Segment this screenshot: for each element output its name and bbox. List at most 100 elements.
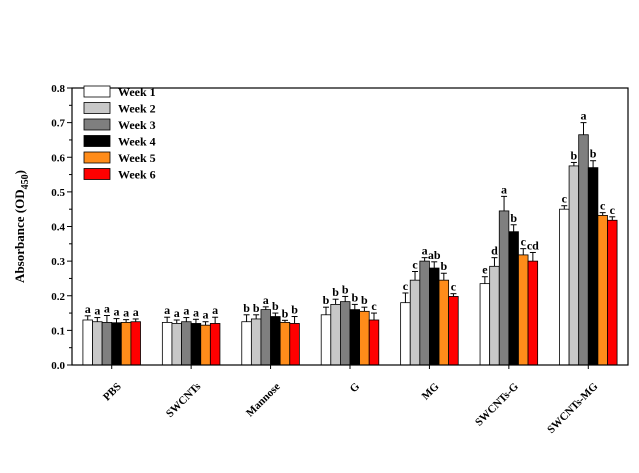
legend-swatch xyxy=(83,85,111,98)
legend-swatch xyxy=(83,102,111,114)
bar-week-3-mg xyxy=(419,260,430,366)
significance-letter: b xyxy=(323,293,330,307)
significance-letter: a xyxy=(164,303,170,317)
significance-letter: b xyxy=(351,290,358,304)
bar-week-1-mg xyxy=(400,302,411,366)
bar-week-6-g xyxy=(368,319,380,366)
y-tick-label: 0.5 xyxy=(51,187,65,199)
significance-letter: a xyxy=(580,109,586,123)
bar-week-3-mannose xyxy=(260,309,271,366)
bar-week-6-swcnts xyxy=(209,323,221,366)
bar-week-5-swcnts-g xyxy=(518,254,529,366)
significance-letter: ab xyxy=(428,248,441,262)
x-tick-label: MG xyxy=(420,380,442,402)
significance-letter: a xyxy=(183,304,189,318)
significance-letter: b xyxy=(272,299,279,313)
significance-letter: b xyxy=(510,211,517,225)
bar-week-2-swcnts xyxy=(171,323,182,366)
y-tick-label: 0.1 xyxy=(51,325,65,337)
significance-letter: c xyxy=(610,203,616,217)
legend-swatch xyxy=(83,118,111,131)
significance-letter: c xyxy=(412,258,418,272)
significance-letter: c xyxy=(562,192,568,206)
bar-week-5-swcnts-mg xyxy=(597,215,608,366)
bar-week-1-mannose xyxy=(241,321,252,366)
bar-week-6-swcnts-mg xyxy=(607,219,618,366)
y-tick-label: 0.8 xyxy=(51,83,65,95)
bar-week-3-pbs xyxy=(101,322,113,366)
y-tick-label: 0.0 xyxy=(51,360,65,372)
significance-letter: a xyxy=(212,303,218,317)
bar-week-6-pbs xyxy=(130,321,141,366)
significance-letter: a xyxy=(501,182,507,196)
x-tick-label: G xyxy=(348,380,363,395)
legend-label: Week 4 xyxy=(118,135,156,149)
y-tick-label: 0.4 xyxy=(51,222,65,234)
legend-label: Week 5 xyxy=(118,151,156,165)
x-tick-label: SWCNTs xyxy=(164,380,204,420)
bar-week-2-mg xyxy=(409,279,421,366)
bar-week-3-swcnts-g xyxy=(498,210,510,366)
bar-week-4-pbs xyxy=(111,322,122,366)
significance-letter: b xyxy=(440,259,447,273)
significance-letter: b xyxy=(571,148,578,162)
significance-letter: c xyxy=(371,299,377,313)
bar-week-1-g xyxy=(320,314,332,366)
bar-week-3-swcnts xyxy=(181,321,192,366)
bar-week-4-g xyxy=(349,309,361,366)
significance-letter: a xyxy=(114,305,120,319)
bar-week-2-swcnts-mg xyxy=(568,165,580,366)
bar-week-5-swcnts xyxy=(200,324,211,366)
significance-letter: b xyxy=(342,282,349,296)
y-axis-label: Absorbance (OD450) xyxy=(12,170,31,283)
significance-letter: a xyxy=(85,302,91,316)
x-tick-label: SWCNTs-G xyxy=(473,380,521,428)
significance-letter: d xyxy=(491,244,498,258)
bar-week-5-g xyxy=(359,310,370,366)
legend-label: Week 2 xyxy=(118,102,156,116)
legend-swatch xyxy=(83,151,111,164)
significance-letter: a xyxy=(133,305,139,319)
bar-week-5-mg xyxy=(438,279,450,366)
bar-week-3-swcnts-mg xyxy=(578,134,589,366)
significance-letter: b xyxy=(332,285,339,299)
bar-week-1-swcnts-g xyxy=(479,283,491,366)
significance-letter: cd xyxy=(527,238,539,252)
significance-letter: b xyxy=(291,303,298,317)
significance-letter: a xyxy=(94,304,100,318)
legend: Week 1 Week 2 Week 3 Week 4 Week 5 Week 6 xyxy=(83,85,156,182)
legend-swatch xyxy=(83,135,111,147)
bar-week-4-mannose xyxy=(270,316,281,366)
y-tick-label: 0.2 xyxy=(51,291,65,303)
bar-week-4-mg xyxy=(429,267,440,366)
significance-letter: c xyxy=(600,199,606,213)
bar-week-2-mannose xyxy=(250,318,262,366)
bar-week-6-swcnts-g xyxy=(527,260,539,366)
x-tick-label: SWCNTs-MG xyxy=(545,380,601,436)
bar-week-2-g xyxy=(330,304,341,366)
significance-letter: b xyxy=(361,293,368,307)
significance-letter: c xyxy=(521,235,527,249)
bar-week-1-pbs xyxy=(82,319,93,366)
y-tick-label: 0.6 xyxy=(51,152,65,164)
significance-letter: c xyxy=(451,280,457,294)
bar-week-1-swcnts-mg xyxy=(559,208,570,366)
y-tick-label: 0.7 xyxy=(51,118,65,130)
y-tick-label: 0.3 xyxy=(51,256,65,268)
bar-week-4-swcnts-g xyxy=(508,231,519,366)
significance-letter: b xyxy=(590,147,597,161)
bar-week-4-swcnts-mg xyxy=(587,167,599,366)
bar-week-1-swcnts xyxy=(161,322,173,366)
bar-week-6-mg xyxy=(448,296,459,366)
bar-week-6-mannose xyxy=(289,323,300,366)
significance-letter: a xyxy=(263,293,269,307)
significance-letter: c xyxy=(403,279,409,293)
significance-letter: a xyxy=(174,306,180,320)
significance-letter: b xyxy=(243,301,250,315)
significance-letter: a xyxy=(422,244,428,258)
x-tick-label: PBS xyxy=(101,381,124,404)
legend-label: Week 3 xyxy=(118,118,156,132)
legend-swatch xyxy=(83,168,111,180)
